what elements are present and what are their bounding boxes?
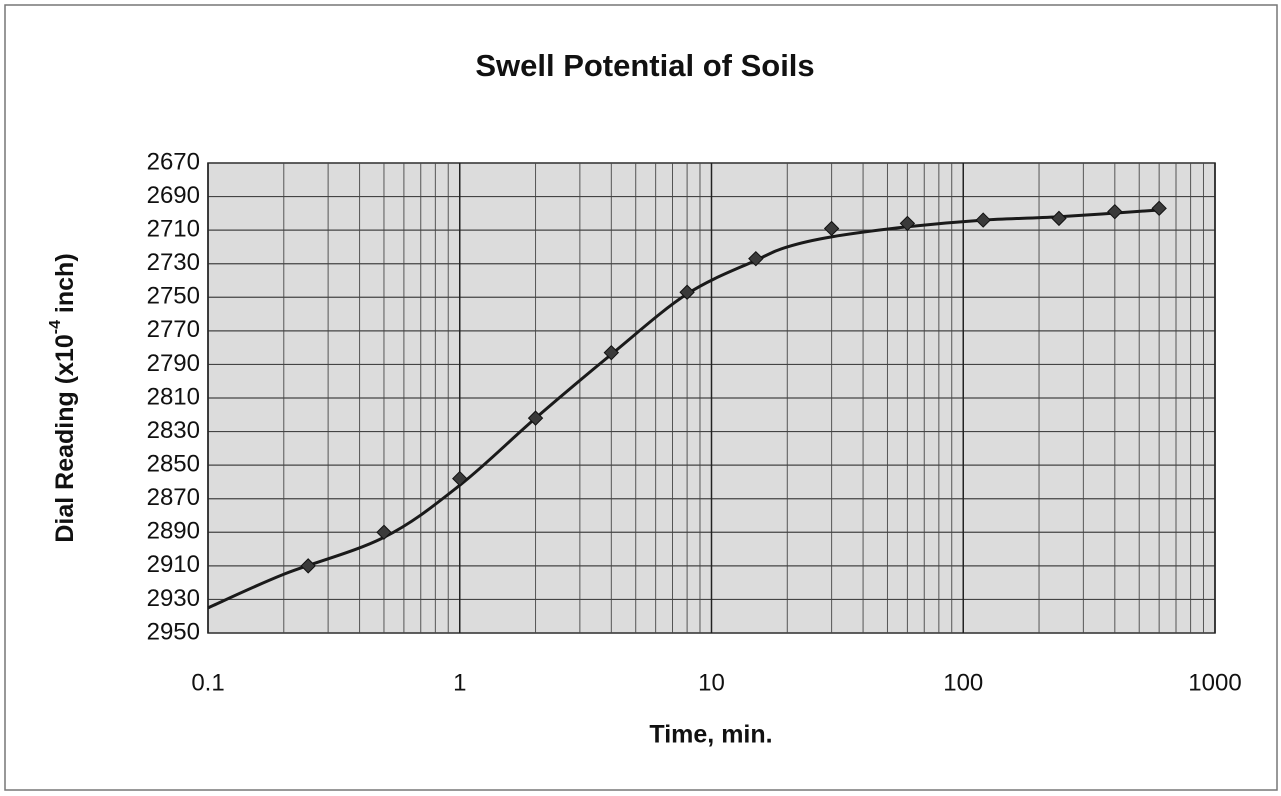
data-point — [899, 215, 916, 232]
x-tick-label: 10 — [698, 669, 725, 696]
x-axis-label: Time, min. — [649, 721, 772, 749]
y-tick-label: 2730 — [147, 249, 200, 276]
y-tick-label: 2850 — [147, 450, 200, 477]
data-point — [1107, 203, 1123, 220]
x-tick-label: 1000 — [1188, 669, 1241, 696]
y-tick-label: 2750 — [147, 283, 200, 310]
y-tick-label: 2770 — [147, 316, 200, 343]
y-axis-label-tail: inch) — [51, 253, 79, 320]
data-point — [376, 524, 392, 540]
y-tick-label: 2830 — [147, 417, 200, 444]
data-point — [823, 220, 840, 237]
y-tick-label: 2710 — [147, 215, 200, 242]
data-point — [527, 410, 544, 426]
y-tick-label: 2670 — [147, 148, 200, 175]
y-tick-label: 2690 — [147, 182, 200, 209]
x-tick-label: 0.1 — [191, 669, 224, 696]
y-axis-label-text: Dial Reading (x10 — [51, 334, 79, 542]
y-tick-label: 2950 — [147, 618, 200, 645]
y-tick-label: 2790 — [147, 350, 200, 377]
data-point — [603, 344, 620, 361]
x-tick-label: 100 — [943, 669, 983, 696]
y-tick-label: 2810 — [147, 383, 200, 410]
data-point — [679, 284, 695, 300]
y-tick-label: 2870 — [147, 484, 200, 511]
data-point — [1151, 200, 1167, 217]
y-tick-label: 2890 — [147, 518, 200, 545]
y-tick-label: 2910 — [147, 551, 200, 578]
x-tick-label: 1 — [453, 669, 466, 696]
y-axis-label-sup: -4 — [47, 320, 64, 334]
chart-title: Swell Potential of Soils — [475, 48, 814, 83]
data-point — [748, 250, 764, 267]
data-point — [1051, 210, 1067, 227]
data-point — [452, 470, 468, 487]
y-axis-label: Dial Reading (x10-4 inch) — [47, 253, 78, 542]
data-point — [975, 212, 991, 228]
y-tick-label: 2930 — [147, 585, 200, 612]
data-point — [300, 558, 316, 574]
